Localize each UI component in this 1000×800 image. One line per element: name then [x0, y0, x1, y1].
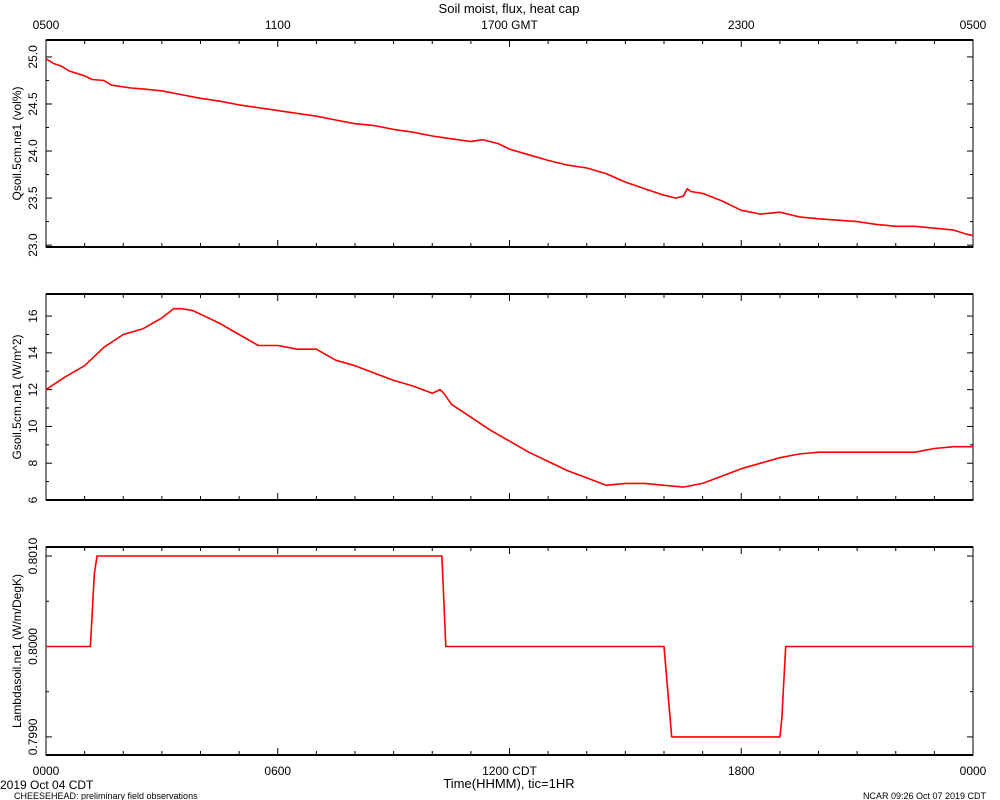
series-line [46, 555, 973, 738]
y-tick-label: 6 [26, 496, 40, 503]
y-tick-label: 24.5 [26, 92, 40, 116]
credit-note: NCAR 09:26 Oct 07 2019 CDT [863, 791, 987, 800]
y-tick-label: 10 [26, 419, 40, 433]
panel-1: 23.0 23.5 24.0 24.5 25.0 Qsoil.5cm.ne1 (vol%) [10, 39, 974, 257]
y-axis-label: Lambdasoil.ne1 (W/m/DegK) [10, 574, 24, 728]
panel-frame [45, 546, 974, 756]
y-tick-label: 23.0 [26, 233, 40, 257]
y-tick-label: 24.0 [26, 139, 40, 163]
y-axis-label: Gsoil.5cm.ne1 (W/m^2) [10, 335, 24, 460]
top-tick-label: 2300 [728, 18, 755, 32]
y-tick-label: 23.5 [26, 186, 40, 210]
series-line [45, 307, 973, 488]
chart-title: Soil moist, flux, heat cap [439, 1, 580, 16]
bottom-axis-tick-labels: 0000 0600 1200 CDT 1800 0000 [33, 764, 987, 778]
y-tick-label: 12 [26, 383, 40, 397]
panel-frame [45, 39, 974, 248]
bottom-tick-label: 1800 [728, 764, 755, 778]
top-tick-label: 1100 [265, 18, 291, 32]
top-tick-label: 0500 [960, 18, 987, 32]
project-note: CHEESEHEAD: preliminary field observatio… [14, 791, 198, 800]
y-tick-label: 8 [26, 460, 40, 467]
start-date: 2019 Oct 04 CDT [0, 778, 94, 792]
top-axis-tick-labels: 0500 1100 1700 GMT 2300 0500 [33, 18, 987, 32]
top-tick-label: 1700 GMT [481, 18, 538, 32]
y-tick-label: 16 [26, 309, 40, 323]
bottom-tick-label: 0600 [264, 764, 291, 778]
chart-panels: 23.0 23.5 24.0 24.5 25.0 Qsoil.5cm.ne1 (vol%)… [10, 39, 974, 756]
panel-frame [45, 293, 974, 501]
x-axis-label: Time(HHMM), tic=1HR [443, 776, 574, 791]
y-tick-label: 25.0 [26, 45, 40, 69]
y-tick-label: 0.7990 [26, 718, 40, 755]
y-tick-label: 0.8000 [26, 628, 40, 665]
y-tick-label: 0.8010 [26, 537, 40, 574]
top-tick-label: 0500 [33, 18, 60, 32]
bottom-tick-label: 0000 [960, 764, 987, 778]
series-line [45, 58, 974, 237]
bottom-tick-label: 0000 [33, 764, 60, 778]
bottom-tick-label: 1200 CDT [482, 764, 537, 778]
y-axis-label: Qsoil.5cm.ne1 (vol%) [10, 86, 24, 200]
y-tick-label: 14 [26, 346, 40, 360]
